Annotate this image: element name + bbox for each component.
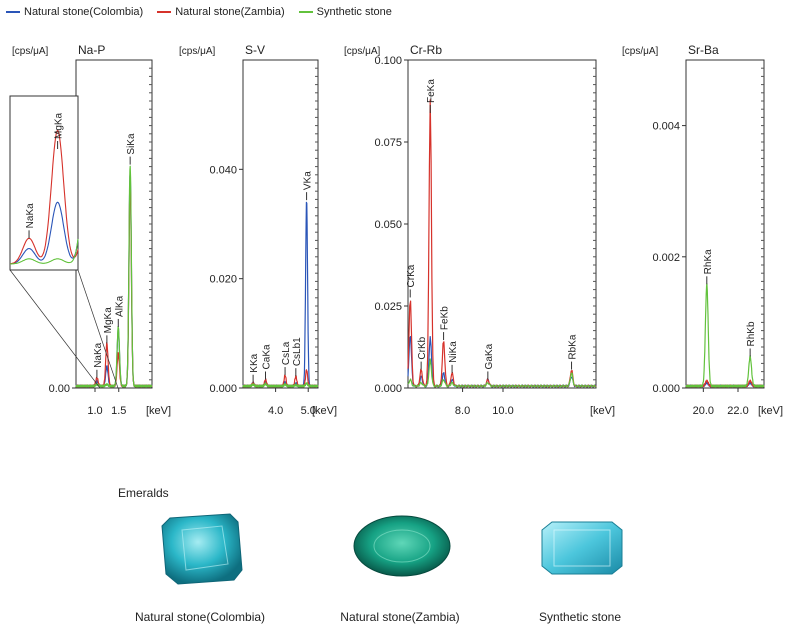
x-tick-label: 20.0	[693, 405, 714, 417]
legend-swatch	[298, 11, 313, 13]
gem-label-colombia: Natural stone(Colombia)	[134, 610, 266, 624]
series-line-2	[685, 283, 765, 388]
series-line-1	[75, 181, 153, 388]
y-axis-label: [cps/μA]	[12, 46, 49, 57]
x-tick-label: 8.0	[455, 405, 470, 417]
peak-label: CsLa	[281, 341, 292, 365]
peak-label: CrKb	[417, 336, 428, 359]
chart-panel-cr-rb: [cps/μA] Cr-Rb 0.000 0.025 0.050 0.075 0.100 8.…	[344, 43, 615, 417]
peak-label: RhKb	[746, 321, 757, 346]
y-tick-label: 0.025	[374, 301, 402, 313]
y-tick-label: 0.100	[374, 55, 402, 67]
legend-label: Synthetic stone	[316, 6, 392, 18]
peak-label: MgKa	[103, 307, 114, 334]
legend-swatch	[6, 11, 20, 13]
inset-peak-label: NaKa	[25, 203, 36, 228]
legend-item: Synthetic stone	[298, 6, 392, 18]
chart-title: S-V	[245, 43, 265, 57]
y-axis-label: [cps/μA]	[344, 46, 381, 57]
legend-item: Natural stone(Zambia)	[157, 6, 285, 18]
x-axis-label: [keV]	[758, 405, 783, 417]
legend-item: Natural stone(Colombia)	[6, 6, 143, 18]
y-tick-label: 0.00	[49, 383, 70, 395]
legend-label: Natural stone(Colombia)	[24, 6, 144, 18]
x-tick-label: 22.0	[727, 405, 748, 417]
peak-label: NiKa	[448, 341, 459, 363]
y-tick-label: 0.075	[374, 137, 402, 149]
y-tick-label: 0.040	[209, 164, 237, 176]
inset-peak-label: MgKa	[54, 112, 65, 139]
inset-connector	[77, 269, 119, 389]
x-axis-label: [keV]	[590, 405, 615, 417]
gem-label-synthetic: Synthetic stone	[538, 610, 622, 624]
y-tick-label: 0.002	[652, 252, 680, 264]
chart-legend: Natural stone(Colombia) Natural stone(Zam…	[6, 4, 392, 20]
peak-label: RhKa	[703, 249, 714, 274]
peak-label: CaKa	[262, 344, 273, 369]
y-tick-label: 0.000	[374, 383, 402, 395]
gem-photo-synthetic	[490, 500, 670, 590]
peak-label: FeKb	[440, 306, 451, 330]
peak-label: SiKa	[126, 133, 137, 155]
peak-label: FeKa	[426, 79, 437, 103]
peak-label: CsLb1	[292, 337, 303, 366]
y-tick-label: 0.050	[374, 219, 402, 231]
y-tick-label: 0.004	[652, 121, 680, 133]
chart-title: Cr-Rb	[410, 43, 442, 57]
peak-label: CrKa	[406, 264, 417, 287]
x-axis-label: [keV]	[312, 405, 337, 417]
legend-label: Natural stone(Zambia)	[175, 6, 285, 18]
xrf-spectra-charts: [cps/μA]Na-P0.001.001.01.5[keV]NaKaMgKaA…	[9, 43, 783, 417]
x-axis-label: [keV]	[146, 405, 171, 417]
series-line-2	[75, 165, 153, 388]
chart-panel-s-v: [cps/μA] S-V 0.000 0.020 0.040 4.0 5.0[keV] KKa…	[179, 43, 337, 417]
series-line-2	[407, 358, 597, 388]
x-tick-label: 4.0	[268, 405, 283, 417]
peak-label: KKa	[249, 353, 260, 372]
peak-label: GaKa	[484, 343, 495, 369]
inset-series-2	[10, 238, 79, 265]
y-tick-label: 0.000	[209, 383, 237, 395]
inset-connector	[9, 269, 101, 389]
gem-photo-zambia	[310, 500, 490, 590]
peak-label: VKa	[303, 171, 314, 190]
gems-section-title: Emeralds	[118, 486, 169, 500]
na-p-inset: NaKa MgKa	[9, 95, 119, 389]
chart-title: Sr-Ba	[688, 43, 719, 57]
peak-label: RbKa	[568, 334, 579, 359]
inset-series-0	[10, 201, 79, 265]
x-tick-label: 5.0	[301, 405, 316, 417]
inset-series-1	[10, 129, 79, 265]
chart-panel-sr-ba: [cps/μA] Sr-Ba 0.000 0.002 0.004 20.0 22.0 [keV…	[622, 43, 783, 417]
peak-label: AlKa	[114, 295, 125, 317]
x-tick-label: 1.0	[87, 405, 102, 417]
x-tick-label: 10.0	[492, 405, 513, 417]
series-line-2	[242, 382, 319, 388]
series-line-0	[75, 172, 153, 388]
y-axis-label: [cps/μA]	[622, 46, 659, 57]
legend-swatch	[157, 11, 172, 13]
chart-title: Na-P	[78, 43, 105, 57]
y-tick-label: 0.020	[209, 274, 237, 286]
gem-photo-colombia	[110, 500, 290, 590]
inset-frame	[9, 95, 79, 271]
y-axis-label: [cps/μA]	[179, 46, 216, 57]
plot-frame	[75, 59, 153, 389]
gem-label-zambia: Natural stone(Zambia)	[340, 610, 460, 624]
x-tick-label: 1.5	[111, 405, 126, 417]
peak-label: NaKa	[93, 342, 104, 367]
y-tick-label: 0.000	[652, 383, 680, 395]
